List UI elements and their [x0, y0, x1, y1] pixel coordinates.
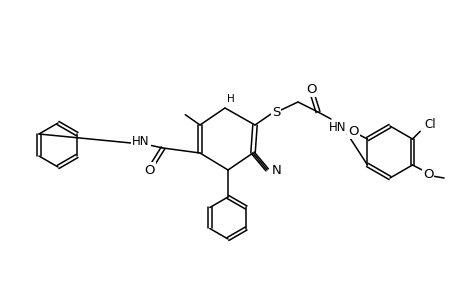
Text: Cl: Cl	[424, 118, 435, 131]
Text: H: H	[227, 94, 235, 104]
Text: N: N	[271, 164, 280, 177]
Text: O: O	[306, 82, 317, 95]
Text: O: O	[422, 167, 432, 181]
Text: HN: HN	[329, 121, 346, 134]
Text: O: O	[347, 124, 358, 137]
Text: S: S	[271, 106, 280, 118]
Text: HN: HN	[132, 134, 150, 148]
Text: O: O	[145, 164, 155, 176]
